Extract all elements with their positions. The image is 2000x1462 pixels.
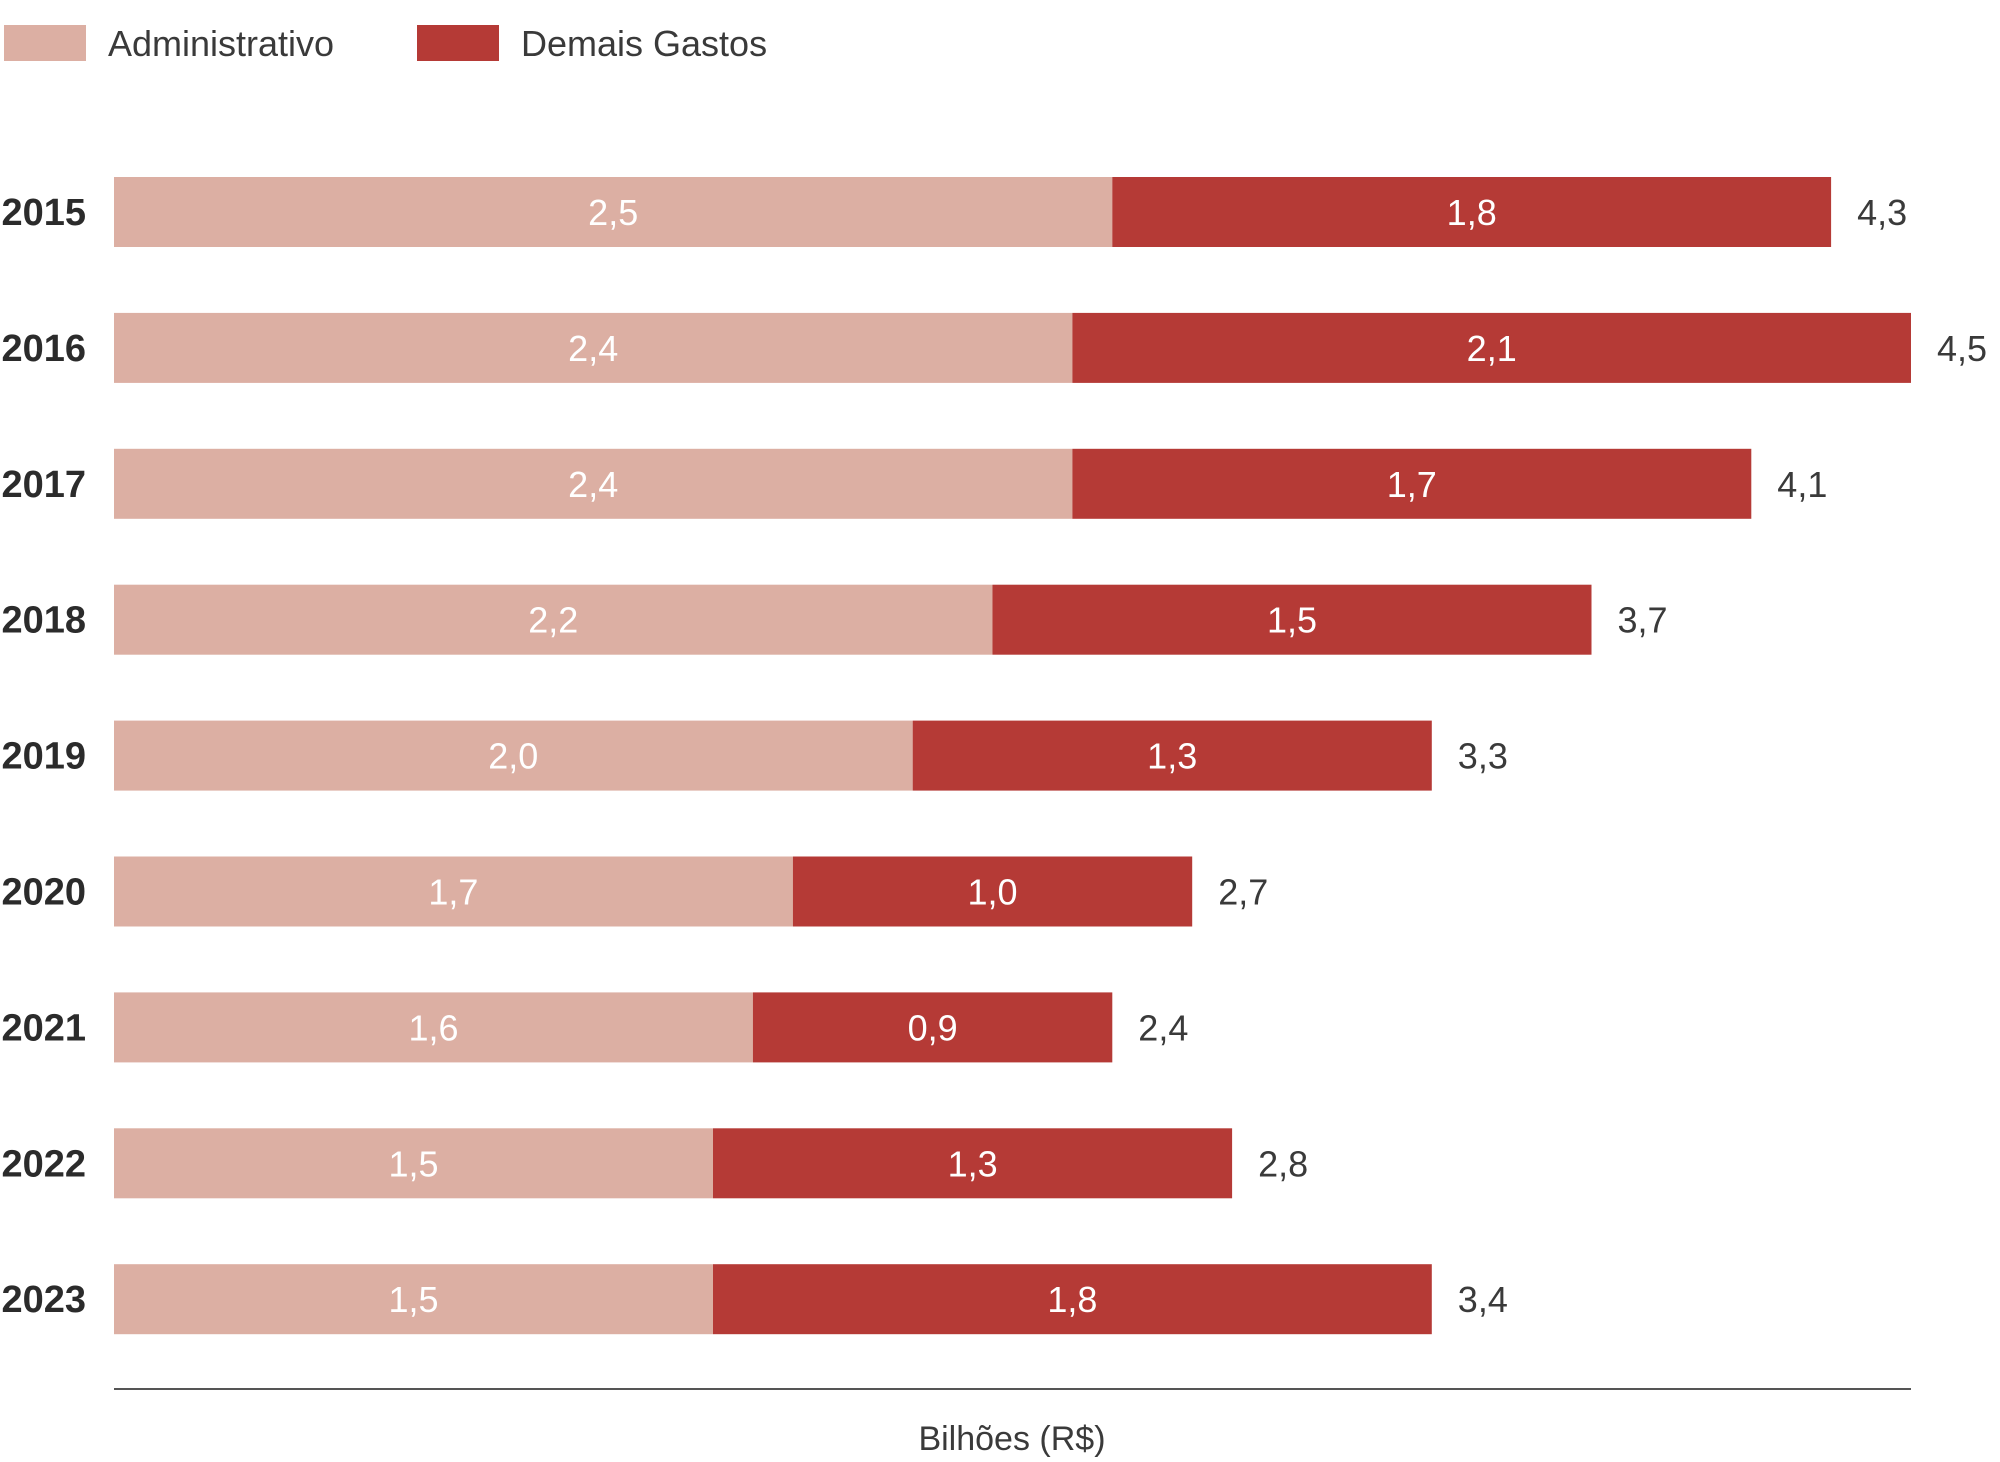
total-label-2018: 3,7	[1618, 600, 1668, 641]
bar-administrativo-2023	[114, 1264, 713, 1335]
year-label-2022: 2022	[1, 1143, 86, 1185]
bar-demais-gastos-2021	[752, 992, 1113, 1063]
legend-swatch-administrativo	[4, 25, 86, 61]
bar-demais-gastos-2023	[713, 1264, 1432, 1335]
bar-administrativo-2021	[114, 992, 753, 1063]
data-label-administrativo-2021: 1,6	[408, 1007, 458, 1048]
data-label-demais-gastos-2022: 1,3	[948, 1143, 998, 1184]
total-label-2017: 4,1	[1777, 464, 1827, 505]
bar-demais-gastos-2015	[1112, 177, 1832, 247]
bar-demais-gastos-2019	[912, 720, 1432, 791]
data-label-demais-gastos-2023: 1,8	[1047, 1279, 1097, 1320]
bar-demais-gastos-2020	[792, 856, 1193, 927]
bar-administrativo-2015	[114, 177, 1113, 247]
data-label-administrativo-2018: 2,2	[528, 600, 578, 641]
total-label-2019: 3,3	[1458, 736, 1508, 777]
data-label-demais-gastos-2018: 1,5	[1267, 600, 1317, 641]
data-label-demais-gastos-2016: 2,1	[1467, 328, 1517, 369]
bar-administrativo-2020	[114, 856, 793, 927]
x-axis-label: Bilhões (R$)	[918, 1420, 1105, 1458]
data-label-demais-gastos-2021: 0,9	[908, 1007, 958, 1048]
total-label-2016: 4,5	[1937, 328, 1987, 369]
year-label-2021: 2021	[1, 1007, 86, 1049]
legend-label-administrativo: Administrativo	[108, 23, 334, 64]
bar-demais-gastos-2017	[1072, 448, 1752, 519]
data-label-administrativo-2022: 1,5	[388, 1143, 438, 1184]
data-label-demais-gastos-2015: 1,8	[1447, 192, 1497, 233]
data-label-administrativo-2023: 1,5	[388, 1279, 438, 1320]
year-label-2017: 2017	[1, 464, 86, 506]
data-label-administrativo-2017: 2,4	[568, 464, 618, 505]
bar-demais-gastos-2022	[713, 1128, 1233, 1199]
bar-administrativo-2022	[114, 1128, 713, 1199]
total-label-2023: 3,4	[1458, 1279, 1508, 1320]
legend-swatch-demais-gastos	[417, 25, 499, 61]
total-label-2015: 4,3	[1857, 192, 1907, 233]
year-label-2015: 2015	[1, 192, 86, 234]
legend-label-demais-gastos: Demais Gastos	[521, 23, 767, 64]
bar-administrativo-2018	[114, 584, 993, 655]
total-label-2022: 2,8	[1258, 1143, 1308, 1184]
bar-demais-gastos-2018	[992, 584, 1592, 655]
total-label-2021: 2,4	[1138, 1007, 1188, 1048]
year-label-2020: 2020	[1, 872, 86, 914]
bar-administrativo-2016	[114, 312, 1073, 383]
year-label-2016: 2016	[1, 328, 86, 370]
bar-administrativo-2017	[114, 448, 1073, 519]
data-label-administrativo-2016: 2,4	[568, 328, 618, 369]
data-label-administrativo-2015: 2,5	[588, 192, 638, 233]
year-label-2018: 2018	[1, 600, 86, 642]
data-label-demais-gastos-2017: 1,7	[1387, 464, 1437, 505]
bar-administrativo-2019	[114, 720, 913, 791]
data-label-demais-gastos-2019: 1,3	[1147, 736, 1197, 777]
data-label-administrativo-2020: 1,7	[428, 872, 478, 913]
bars-group: 2015 2,5 1,8 4,3 2016 2,4 2,1 4,5 2017 2,4 1,7 4,1 2…	[1, 177, 1987, 1335]
year-label-2019: 2019	[1, 736, 86, 778]
year-label-2023: 2023	[1, 1279, 86, 1321]
data-label-demais-gastos-2020: 1,0	[967, 872, 1017, 913]
data-label-administrativo-2019: 2,0	[488, 736, 538, 777]
total-label-2020: 2,7	[1218, 872, 1268, 913]
legend: Administrativo Demais Gastos	[4, 23, 767, 64]
bar-demais-gastos-2016	[1072, 312, 1911, 383]
